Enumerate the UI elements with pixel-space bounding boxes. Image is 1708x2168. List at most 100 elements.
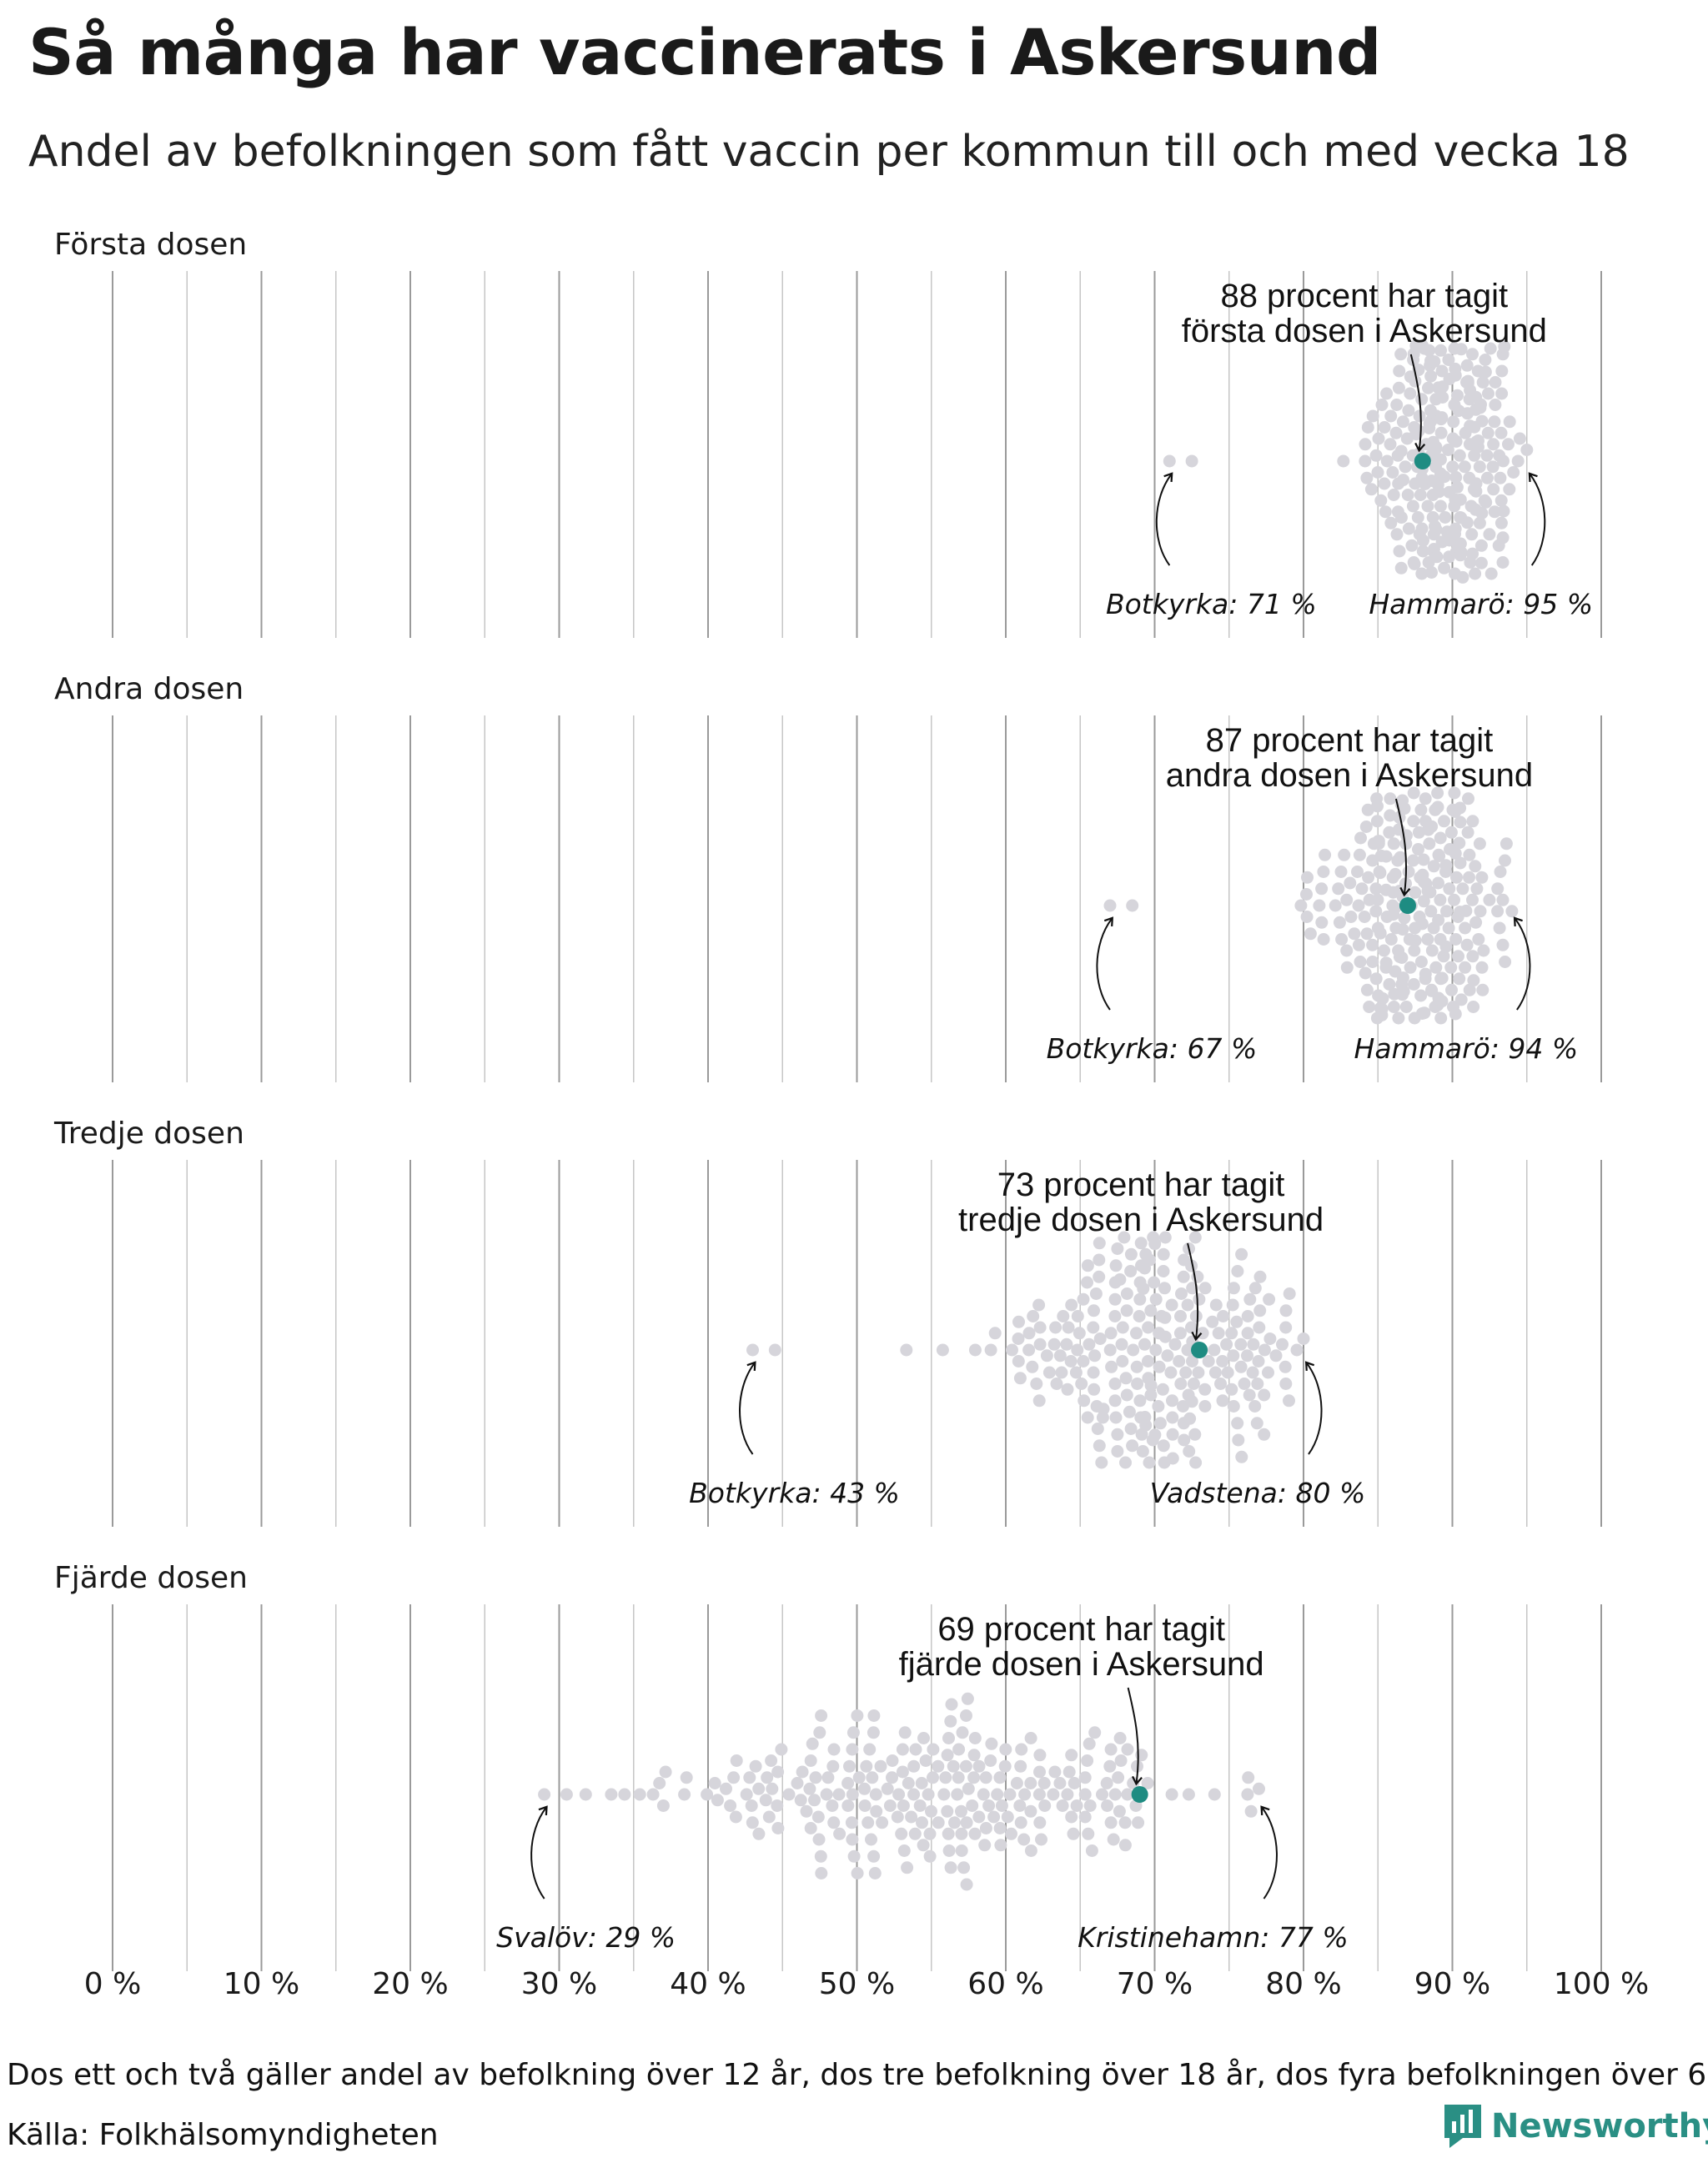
min-arrow: [530, 1805, 548, 1900]
kommun-dot: [1493, 921, 1506, 935]
kommun-dot: [1348, 927, 1361, 941]
kommun-dot: [886, 1771, 898, 1784]
max-label: Vadstena: 80 %: [1150, 1477, 1366, 1509]
kommun-dot: [1077, 1355, 1090, 1368]
kommun-dot: [1022, 1343, 1036, 1357]
kommun-dot: [1434, 499, 1447, 513]
kommun-dot: [1116, 1321, 1129, 1334]
kommun-dot: [796, 1765, 809, 1779]
kommun-dot: [968, 1343, 982, 1357]
kommun-dot: [1115, 1337, 1128, 1351]
kommun-dot: [1253, 1304, 1267, 1317]
kommun-dot: [1050, 1378, 1063, 1390]
kommun-dot: [1113, 1273, 1127, 1286]
kommun-dot: [1417, 534, 1429, 547]
kommun-dot: [1387, 1001, 1400, 1013]
kommun-dot: [1049, 1321, 1062, 1334]
kommun-dot: [1423, 837, 1436, 851]
kommun-dot: [1366, 938, 1379, 951]
kommun-dot: [1148, 1276, 1161, 1289]
kommun-dot: [771, 1799, 784, 1812]
kommun-dot: [907, 1788, 921, 1801]
kommun-dot: [1475, 871, 1489, 884]
kommun-dot: [1022, 1327, 1036, 1340]
kommun-dot: [1030, 1378, 1043, 1390]
kommun-dot: [1392, 1011, 1405, 1025]
kommun-dot: [867, 1726, 880, 1739]
kommun-dot: [1429, 523, 1443, 536]
kommun-dot: [1142, 1321, 1155, 1334]
kommun-dot: [1466, 893, 1479, 906]
kommun-dot: [746, 1816, 759, 1829]
kommun-dot: [1103, 899, 1117, 912]
kommun-dot: [1351, 866, 1364, 878]
kommun-dot: [968, 1827, 982, 1840]
kommun-dot: [1189, 1310, 1203, 1322]
kommun-dot: [1359, 438, 1372, 451]
kommun-dot: [1415, 567, 1429, 580]
kommun-dot: [1500, 837, 1513, 851]
kommun-dot: [1225, 1383, 1238, 1396]
kommun-dot: [945, 1698, 958, 1711]
x-tick-label: 50 %: [819, 1967, 895, 2001]
kommun-dot: [1105, 1360, 1118, 1373]
kommun-dot: [955, 1804, 967, 1818]
kommun-dot: [1258, 1428, 1271, 1441]
askersund-dot: [1191, 1342, 1208, 1358]
kommun-dot: [1081, 1411, 1094, 1424]
kommun-dot: [1144, 1379, 1158, 1392]
kommun-dot: [1335, 933, 1349, 946]
kommun-dot: [1253, 1270, 1267, 1283]
kommun-dot: [1460, 516, 1474, 529]
kommun-dot: [1032, 1788, 1046, 1801]
kommun-dot: [1278, 1360, 1292, 1373]
kommun-dot: [720, 1782, 732, 1795]
kommun-dot: [1469, 567, 1482, 580]
kommun-dot: [1248, 1400, 1262, 1413]
kommun-dot: [1429, 440, 1443, 454]
kommun-dot: [771, 1765, 785, 1779]
kommun-dot: [1226, 1298, 1239, 1312]
kommun-dot: [1491, 882, 1505, 896]
kommun-dot: [1384, 809, 1397, 822]
kommun-dot: [1089, 1287, 1103, 1300]
kommun-dot: [1447, 415, 1460, 429]
kommun-dot: [1477, 944, 1490, 957]
kommun-dot: [729, 1810, 742, 1824]
kommun-dot: [1085, 1844, 1098, 1857]
kommun-dot: [1399, 1001, 1413, 1013]
kommun-dot: [1283, 1287, 1296, 1300]
kommun-dot: [1294, 899, 1308, 912]
panel-title: Fjärde dosen: [54, 1561, 248, 1595]
kommun-dot: [1488, 505, 1501, 519]
kommun-dot: [1135, 1749, 1148, 1762]
kommun-dot: [782, 1788, 796, 1801]
kommun-dot: [1263, 1332, 1277, 1345]
kommun-dot: [1033, 1816, 1047, 1829]
max-label: Kristinehamn: 77 %: [1078, 1921, 1349, 1954]
kommun-dot: [1206, 1315, 1219, 1328]
kommun-dot: [1401, 489, 1414, 501]
kommun-dot: [1109, 1259, 1123, 1272]
kommun-dot: [1103, 1759, 1117, 1773]
kommun-dot: [1235, 1450, 1248, 1463]
kommun-dot: [1068, 1777, 1081, 1789]
kommun-dot: [821, 1771, 835, 1784]
kommun-dot: [1432, 485, 1445, 499]
kommun-dot: [925, 1804, 937, 1818]
kommun-dot: [1208, 1788, 1221, 1801]
kommun-dot: [1061, 1383, 1074, 1396]
kommun-dot: [1352, 938, 1365, 951]
max-arrow: [1528, 472, 1546, 566]
kommun-dot: [1454, 993, 1468, 1006]
kommun-dot: [1133, 1310, 1146, 1322]
kommun-dot: [1078, 1394, 1091, 1408]
kommun-dot: [1484, 342, 1497, 355]
kommun-dot: [1496, 893, 1510, 906]
kommun-dot: [967, 1749, 981, 1762]
kommun-dot: [860, 1759, 873, 1773]
kommun-dot: [680, 1771, 693, 1784]
min-label: Botkyrka: 71 %: [1106, 588, 1317, 620]
kommun-dot: [1126, 1439, 1139, 1453]
kommun-dot: [1380, 387, 1394, 400]
